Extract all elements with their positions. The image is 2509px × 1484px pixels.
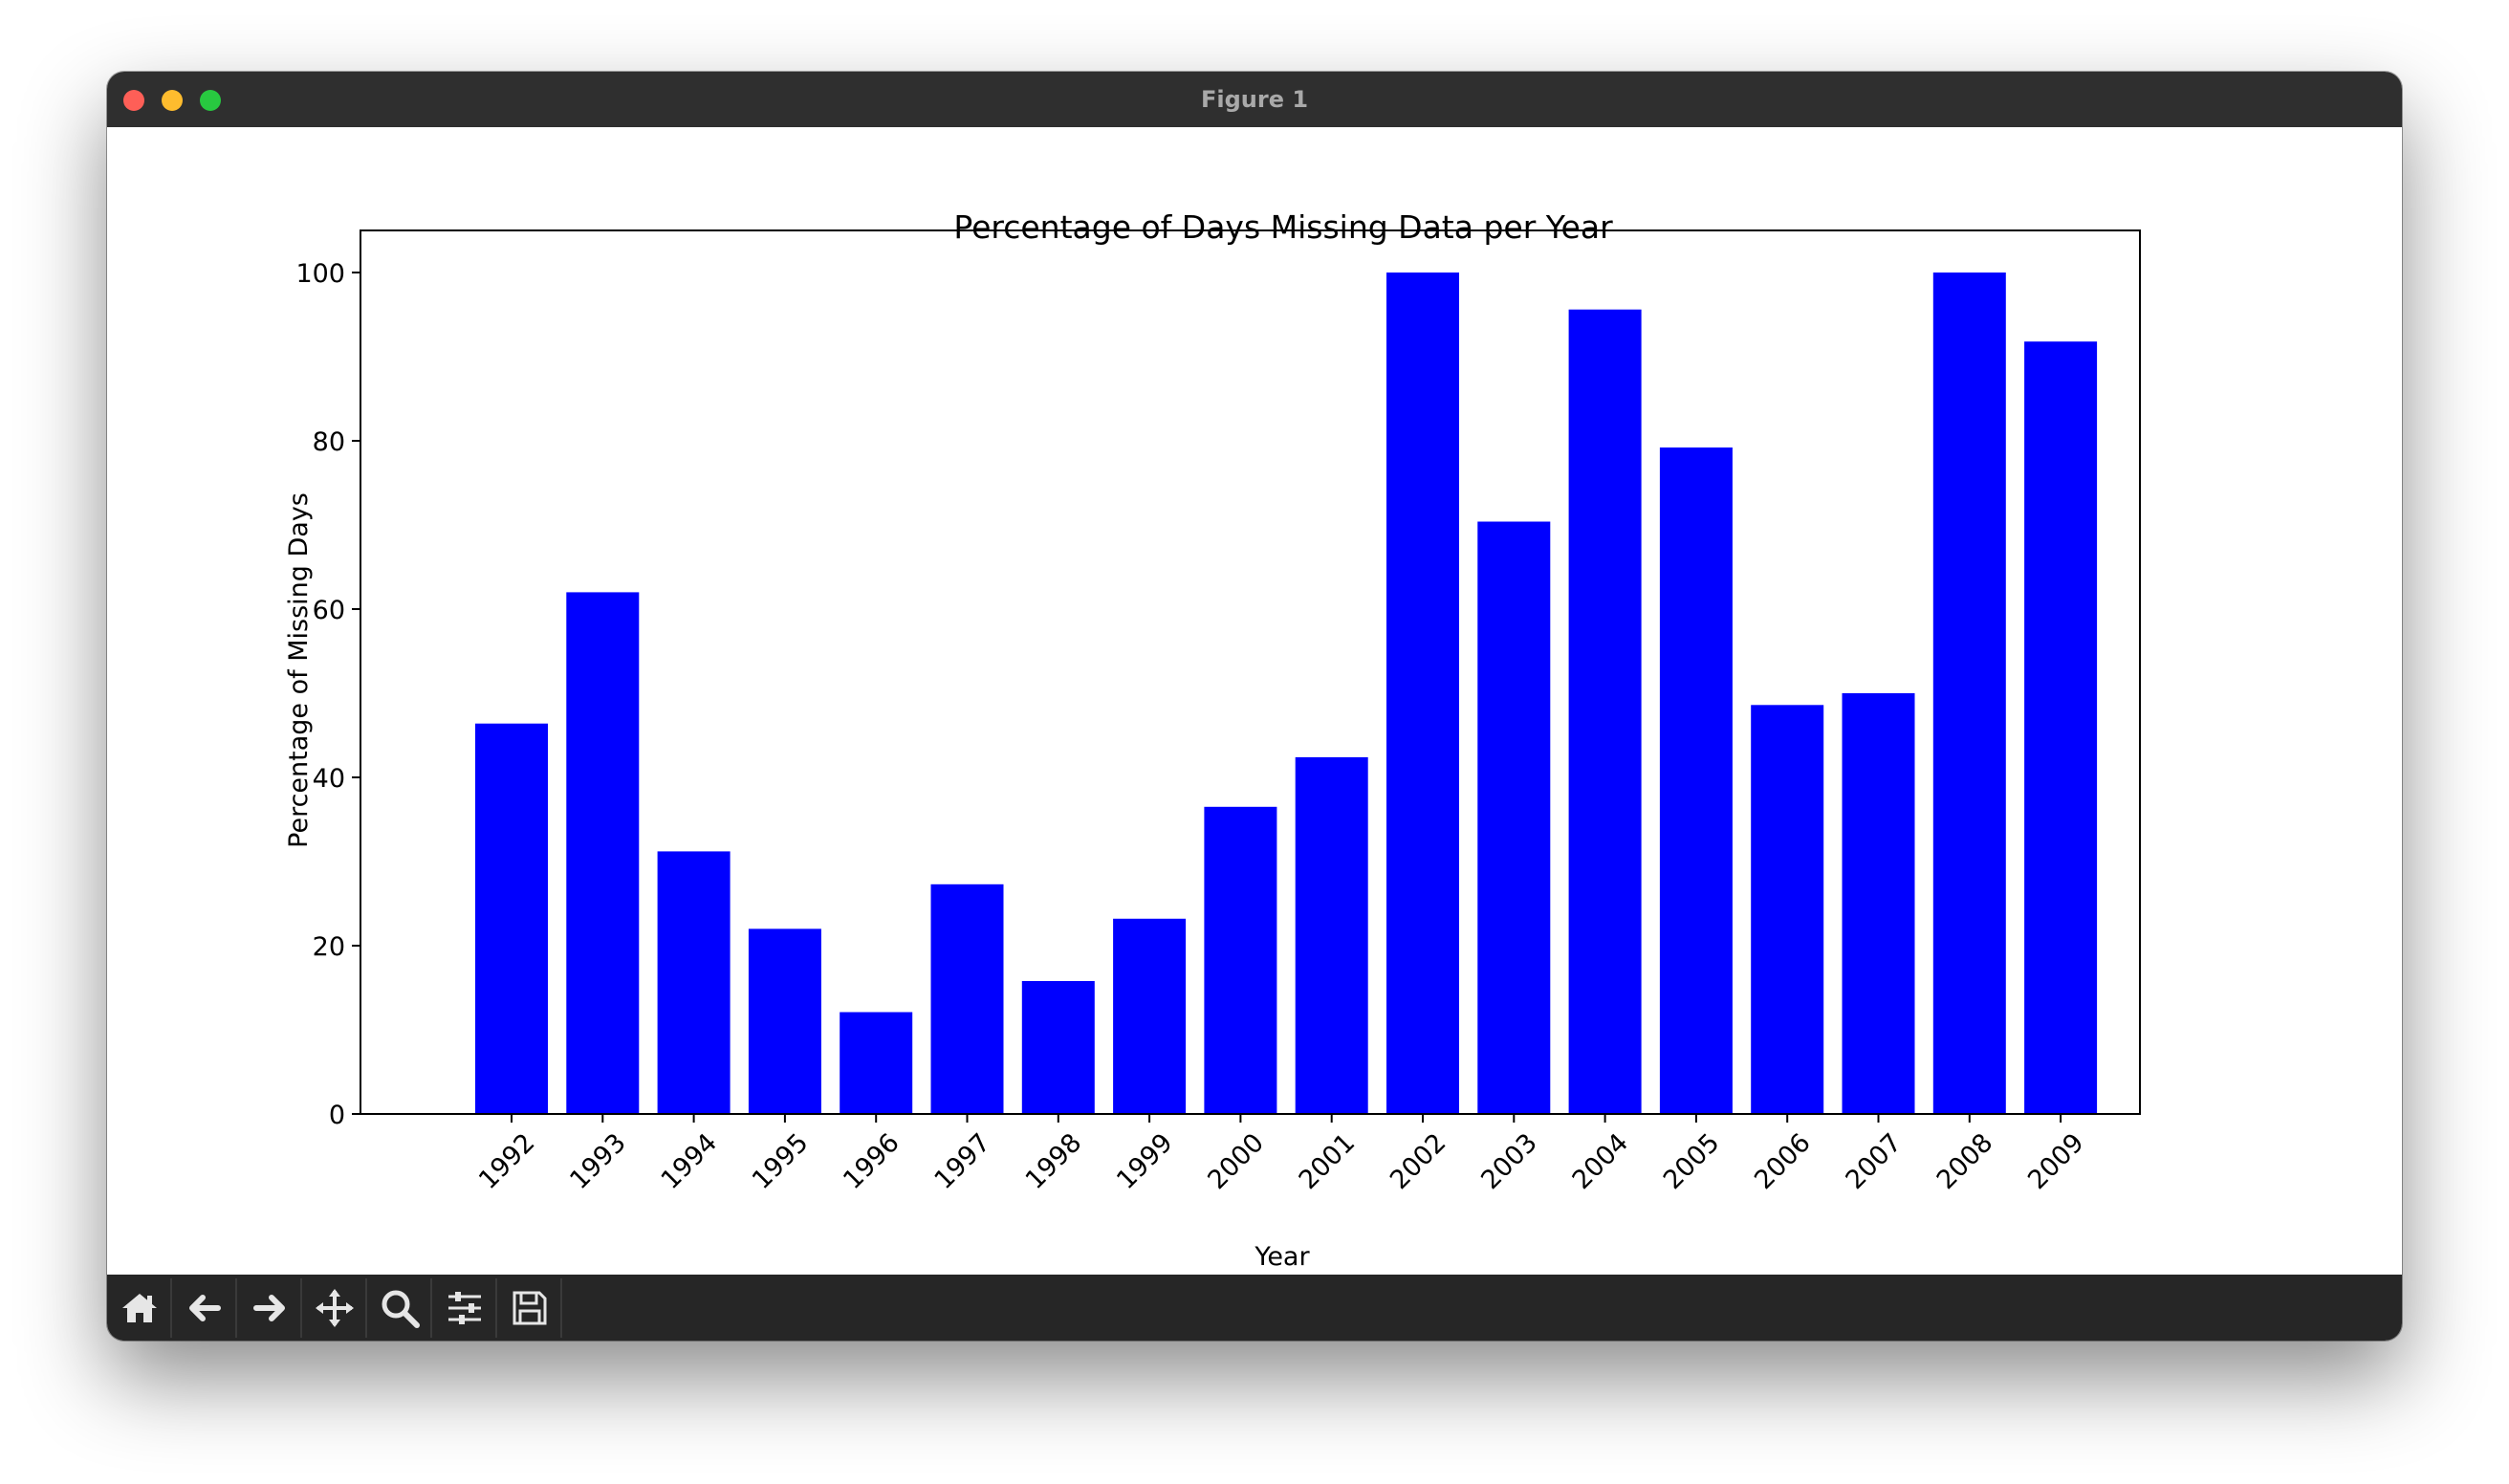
x-tick-label: 1996 [838,1128,905,1196]
bar-1997 [930,884,1004,1114]
pan-move-icon [316,1289,354,1327]
navigation-toolbar [107,1275,2402,1341]
bar-2001 [1295,756,1368,1114]
x-tick-label: 2000 [1202,1128,1270,1196]
x-tick-label: 1992 [473,1128,541,1196]
figure-window: Figure 1 Percentage of Days Missing Data… [107,72,2402,1341]
figure-canvas[interactable]: Percentage of Days Missing Data per Year… [107,127,2402,1275]
forward-button[interactable] [239,1278,302,1338]
bar-1994 [657,851,731,1114]
bars [475,273,2098,1114]
x-tick-label: 2007 [1841,1128,1909,1196]
back-button[interactable] [174,1278,237,1338]
x-tick-label: 2004 [1567,1128,1635,1196]
bar-2008 [1932,273,2006,1114]
bar-2006 [1751,705,1824,1114]
bar-1993 [566,592,640,1114]
x-tick-label: 2008 [1931,1128,1999,1196]
forward-arrow-icon [253,1295,285,1321]
save-floppy-icon [513,1291,547,1325]
y-tick-label: 40 [313,764,345,794]
zoom-button[interactable] [369,1278,432,1338]
configure-subplots-button[interactable] [434,1278,497,1338]
bar-2002 [1386,273,1459,1114]
bar-2009 [2024,341,2098,1114]
chart-title: Percentage of Days Missing Data per Year [953,208,1613,246]
save-button[interactable] [499,1278,562,1338]
home-icon [122,1294,157,1322]
bar-2003 [1477,521,1551,1114]
x-tick-label: 1999 [1111,1128,1179,1196]
zoom-magnifier-icon [382,1290,420,1328]
window-title: Figure 1 [1200,86,1309,113]
x-tick-label: 1994 [656,1128,724,1196]
y-tick-label: 0 [329,1101,345,1130]
x-tick-label: 1998 [1020,1128,1088,1196]
x-tick-label: 2002 [1385,1128,1452,1196]
bar-1996 [840,1012,913,1114]
y-tick-label: 60 [313,596,345,625]
x-tick-label: 2005 [1658,1128,1726,1196]
x-axis-label: Year [1254,1242,1310,1272]
bar-1992 [475,723,548,1114]
minimize-button[interactable] [162,90,183,111]
bar-2000 [1204,806,1277,1114]
x-tick-label: 2006 [1749,1128,1817,1196]
bar-2004 [1568,309,1642,1114]
x-tick-label: 2009 [2022,1128,2090,1196]
x-tick-label: 1993 [564,1128,632,1196]
bar-chart: Percentage of Days Missing Data per Year… [284,208,2141,1272]
y-tick-label: 100 [295,259,345,289]
title-bar[interactable]: Figure 1 [107,72,2402,128]
configure-subplots-icon [448,1292,481,1324]
maximize-button[interactable] [200,90,221,111]
close-button[interactable] [123,90,144,111]
home-button[interactable] [109,1278,172,1338]
plot-frame [360,229,2141,1115]
x-tick-label: 2001 [1294,1128,1362,1196]
y-axis-label: Percentage of Missing Days [284,492,314,848]
bar-2007 [1842,693,1915,1114]
y-tick-label: 20 [313,932,345,962]
x-tick-label: 1995 [747,1128,815,1196]
y-tick-label: 80 [313,427,345,457]
bar-1995 [748,928,821,1114]
bar-1999 [1113,918,1187,1114]
x-tick-label: 1997 [929,1128,997,1196]
bar-2005 [1659,447,1733,1114]
bar-1998 [1021,981,1095,1114]
pan-button[interactable] [304,1278,367,1338]
back-arrow-icon [189,1295,221,1321]
x-tick-label: 2003 [1475,1128,1543,1196]
